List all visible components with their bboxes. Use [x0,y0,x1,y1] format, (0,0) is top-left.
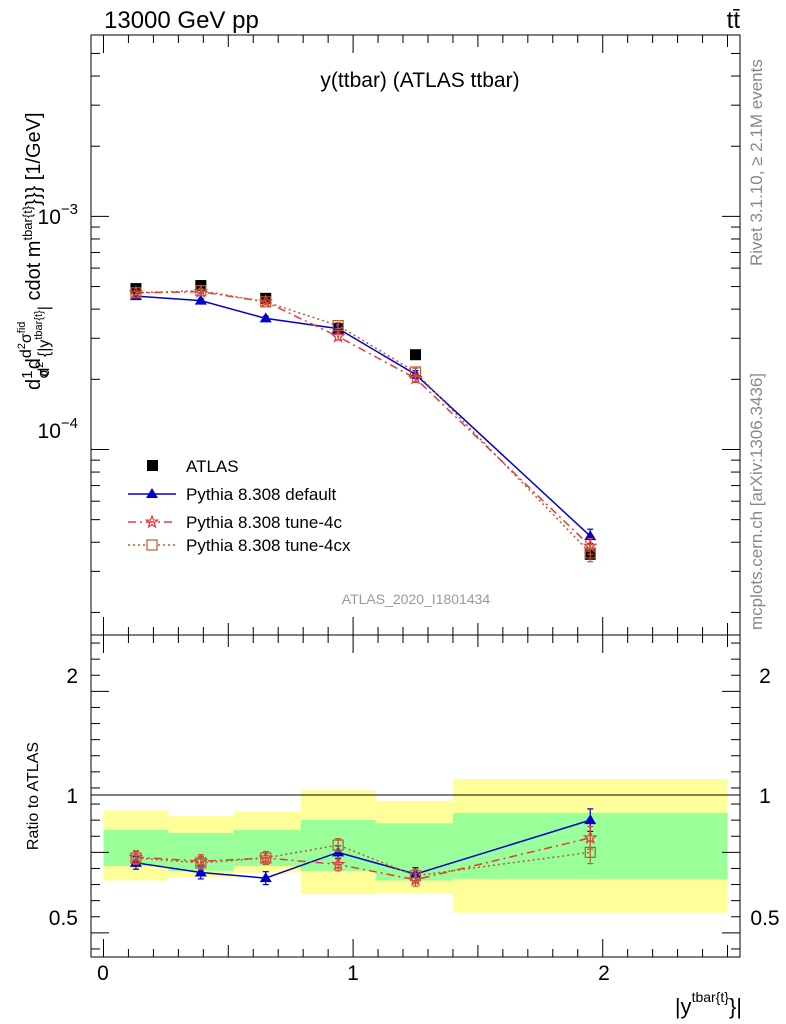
ratio-tune4c-line [135,837,591,881]
ratio-tune4cx-line [135,844,591,877]
chart-title: y(ttbar) (ATLAS ttbar) [320,69,519,92]
main-atlas-point [260,292,272,304]
ratio-panel: 2 1 0.5 2 1 0.5 0 1 2 Ratio to ATLAS |yt… [25,634,780,1019]
legend-entry-tune4c: Pythia 8.308 tune-4c [128,513,342,532]
legend-marker-tune4cx [146,539,158,551]
main-tune4c-point [193,283,209,298]
legend-marker-default [146,488,158,498]
legend-label-tune4cx: Pythia 8.308 tune-4cx [186,536,351,555]
main-tune4c-line [135,290,591,547]
ratio-tune4cx-point [130,852,142,864]
main-tune4cx-point [409,366,422,378]
ratio-axis-ticks [91,635,740,957]
main-atlas-point [410,349,421,361]
legend-entry-tune4cx: Pythia 8.308 tune-4cx [128,536,351,555]
ratio-ytick-2-right: 2 [759,665,771,688]
legend-marker-tune4c [144,514,160,529]
main-tune4cx-point [332,319,344,332]
legend-marker-atlas [147,460,158,471]
ratio-tune4cx-point [260,852,272,864]
ratio-tune4c-point [582,830,598,845]
main-tune4cx-point [584,547,596,559]
ratio-frame [90,634,741,958]
ytick-label-1e-3: 10−3 [38,201,78,229]
ratio-default-point [584,814,597,825]
main-axis-ticks [91,34,740,635]
ratio-tune4cx-point [332,839,344,851]
ratio-tune4c-point [330,856,346,871]
xtick-0: 0 [97,962,109,985]
energy-label: 13000 GeV pp [104,7,259,34]
legend-entry-atlas: ATLAS [147,457,239,476]
ratio-tune4cx-point [409,870,422,882]
ratio-series [128,808,598,887]
ratio-ytick-1-right: 1 [759,785,771,808]
ratio-default-line [135,819,591,879]
rivet-label: Rivet 3.1.10, ≥ 2.1M events [747,59,766,266]
ratio-ytick-labels-left: 2 1 0.5 [49,665,78,930]
main-panel: y(ttbar) (ATLAS ttbar) ATLAS_2020_I18014… [16,34,741,636]
ratio-default-point [259,872,272,883]
mcplots-label: mcplots.cern.ch [arXiv:1306.3436] [747,373,766,630]
legend-label-tune4c: Pythia 8.308 tune-4c [186,513,342,532]
ratio-tune4cx-point [195,857,207,869]
ratio-ytick-1: 1 [66,785,78,808]
main-default-point [194,294,207,305]
legend-label-default: Pythia 8.308 default [186,485,337,504]
ratio-bands [103,779,728,913]
process-label: tt̄ [727,7,741,34]
main-ylabel: d1σdd2σfidd2 {|ytbar{t}| cdot mtbar{t}}}… [16,112,53,390]
legend-entry-default: Pythia 8.308 default [128,485,337,504]
xtick-2: 2 [598,962,610,985]
main-default-line [135,295,591,537]
ratio-ytick-0-5-right: 0.5 [750,907,779,930]
main-default-point [259,312,272,323]
ratio-default-point [194,866,207,877]
main-atlas-point [130,283,142,295]
main-tune4cx-point [260,296,272,308]
green-band-bin [233,829,301,867]
main-tune4c-point [128,285,144,300]
ytick-label-1e-4: 10−4 [38,415,78,443]
legend: ATLAS Pythia 8.308 default Pythia 8.308 … [128,457,351,555]
xlabel: |ytbar{t}}| [675,989,742,1019]
ratio-tune4cx-point [584,846,596,858]
main-tune4cx-point [195,285,207,297]
main-tune4c-point [330,328,346,343]
ratio-ytick-0-5: 0.5 [49,907,78,930]
watermark: ATLAS_2020_I1801434 [342,591,491,607]
ratio-xtick-labels: 0 1 2 [97,962,610,985]
main-tune4cx-point [130,287,142,299]
main-ytick-labels: 10−3 10−4 [38,201,78,443]
xtick-1: 1 [347,962,359,985]
ratio-ytick-labels-right: 2 1 0.5 [750,665,779,930]
main-default-point [584,530,597,541]
ratio-ytick-2: 2 [66,665,78,688]
main-series [128,280,598,563]
legend-label-atlas: ATLAS [186,457,239,476]
ratio-ylabel: Ratio to ATLAS [25,742,42,850]
